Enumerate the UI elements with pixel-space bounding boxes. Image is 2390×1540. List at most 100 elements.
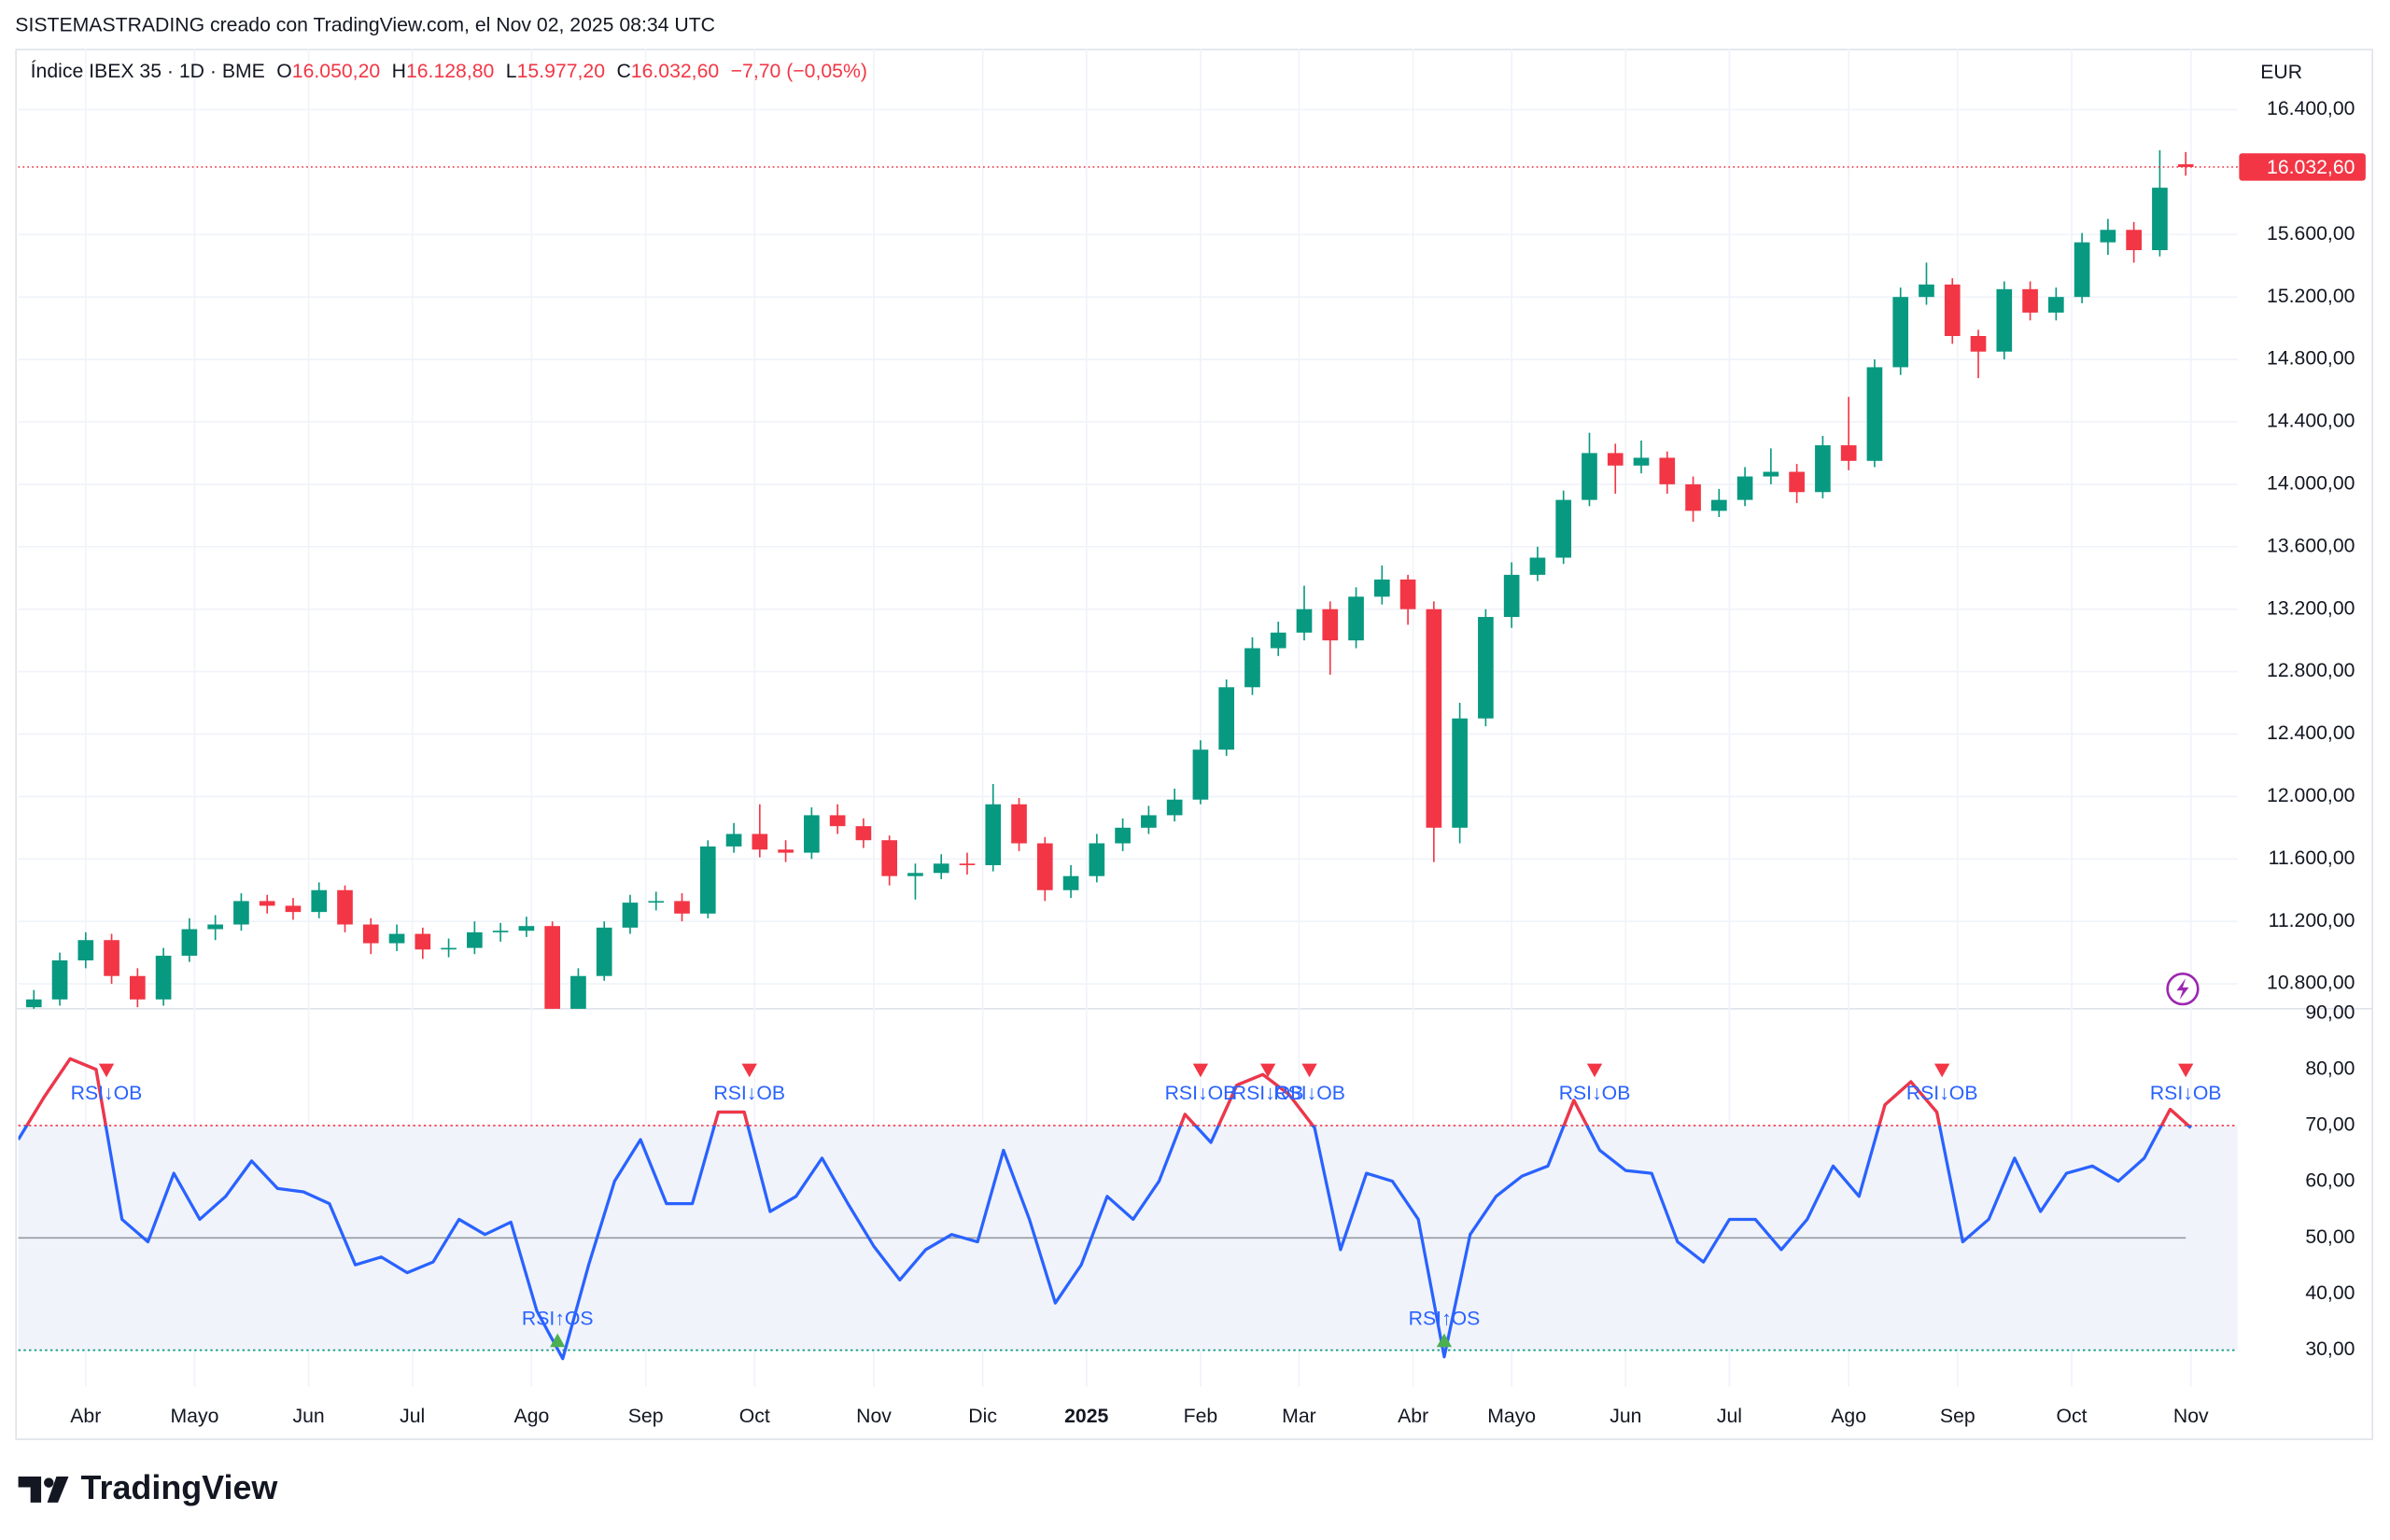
signal-down — [741, 1063, 757, 1078]
x-tick-label: Mayo — [1487, 1406, 1536, 1427]
y-tick-label: 30,00 — [2305, 1338, 2355, 1360]
x-tick-label: Sep — [1940, 1406, 1975, 1427]
candle-body — [415, 933, 431, 950]
candle-body — [1866, 367, 1883, 461]
signal-down — [98, 1063, 115, 1078]
candle-body — [959, 863, 976, 865]
candle-body — [1426, 609, 1442, 828]
candle-body — [1789, 471, 1805, 493]
candle-body — [1763, 471, 1779, 477]
x-tick-label: Ago — [1831, 1406, 1866, 1427]
candle-body — [1036, 843, 1053, 890]
y-tick-label: 60,00 — [2305, 1170, 2355, 1192]
candle-body — [441, 947, 457, 950]
rsi-pane — [18, 1057, 2192, 1361]
candle-body — [1115, 827, 1131, 844]
y-tick-label: 15.200,00 — [2267, 286, 2355, 307]
last-price-label: 16.032,60 — [2267, 157, 2355, 178]
ohlc-value: 15.977,20 — [517, 60, 605, 81]
candle-body — [1192, 749, 1209, 800]
ohlc-key: L — [506, 60, 517, 81]
candle-body — [752, 833, 768, 850]
candle-body — [544, 926, 560, 1009]
candle-body — [1296, 609, 1313, 633]
candle-body — [155, 955, 172, 1000]
signal-down — [1301, 1063, 1317, 1078]
x-tick-label: Jun — [293, 1406, 325, 1427]
y-tick-label: 14.400,00 — [2267, 411, 2355, 432]
candle-body — [1322, 609, 1339, 641]
overlay: 16.400,00 15.600,00 15.200,00 14.800,00 14.4… — [18, 98, 2366, 1427]
x-tick-label: Mar — [1282, 1406, 1316, 1427]
candle-body — [1970, 336, 1987, 352]
y-tick-label: 40,00 — [2305, 1282, 2355, 1304]
candle-body — [699, 846, 716, 914]
signal-label: RSI↓OB — [713, 1083, 785, 1104]
candle-body — [1815, 445, 1831, 493]
x-tick-label: Nov — [2173, 1406, 2209, 1427]
candle-body — [985, 804, 1002, 865]
candle-body — [1218, 687, 1235, 750]
candle-body — [1503, 574, 1520, 618]
candle-body — [1141, 815, 1157, 828]
chart-frame — [15, 49, 2374, 1440]
y-tick-label: 80,00 — [2305, 1057, 2355, 1079]
candle-body — [2048, 297, 2064, 313]
candle-body — [570, 975, 586, 1009]
candle-body — [1348, 596, 1364, 641]
candle-body — [1555, 499, 1572, 558]
alert-icon[interactable] — [2166, 972, 2200, 1006]
signal-label: RSI↓OB — [2150, 1083, 2222, 1104]
candle-body — [518, 926, 535, 931]
x-tick-label: Mayo — [170, 1406, 218, 1427]
candle-body — [2152, 188, 2168, 251]
y-tick-label: 12.400,00 — [2267, 722, 2355, 744]
signal-up — [550, 1333, 566, 1348]
candle-body — [1270, 632, 1286, 649]
x-tick-label: Dic — [968, 1406, 997, 1427]
ohlc-key: C — [616, 60, 630, 81]
signal-down — [1192, 1063, 1209, 1078]
logo-mark — [18, 1477, 69, 1503]
change: −7,70 (−0,05%) — [731, 60, 867, 81]
x-tick-label: Jun — [1610, 1406, 1641, 1427]
candle-body — [77, 940, 94, 960]
y-tick-label: 14.000,00 — [2267, 472, 2355, 494]
brand-logo: TradingView — [18, 1468, 278, 1506]
signal-down — [1259, 1063, 1276, 1078]
candle-body — [1633, 457, 1650, 466]
currency: EUR — [2260, 62, 2302, 83]
candle-body — [337, 889, 353, 925]
attribution: SISTEMASTRADING creado con TradingView.c… — [15, 14, 715, 35]
candle-body — [25, 999, 42, 1008]
signal-label: RSI↓OB — [1906, 1083, 1978, 1104]
y-tick-label: 70,00 — [2305, 1114, 2355, 1136]
x-tick-label: Nov — [856, 1406, 892, 1427]
x-tick-label: Oct — [2056, 1406, 2087, 1427]
candle-body — [596, 927, 612, 976]
signal-up — [1436, 1333, 1453, 1348]
brand: TradingView — [81, 1468, 278, 1506]
candle-body — [51, 959, 68, 1000]
signal-down — [1586, 1063, 1603, 1078]
grid — [18, 49, 2238, 1387]
rsi-line — [18, 1057, 2192, 1361]
candle-body — [1607, 453, 1624, 466]
x-tick-label: Abr — [70, 1406, 101, 1427]
signal-label: RSI↓OB — [71, 1083, 143, 1104]
candle-body — [1685, 483, 1701, 511]
candles — [25, 149, 2194, 1009]
candle-body — [1944, 284, 1961, 337]
signal-label: RSI↓OB — [1232, 1083, 1304, 1104]
candle-body — [674, 901, 690, 914]
candle-body — [725, 833, 742, 847]
x-tick-label: Sep — [628, 1406, 664, 1427]
x-tick-label: Oct — [739, 1406, 770, 1427]
candle-body — [1529, 557, 1546, 575]
ohlc-key: O — [276, 60, 292, 81]
candle-body — [1736, 476, 1753, 500]
candle-body — [130, 975, 146, 1000]
x-tick-label: Abr — [1398, 1406, 1428, 1427]
x-tick-label: 2025 — [1064, 1406, 1108, 1427]
candle-body — [1062, 875, 1079, 890]
